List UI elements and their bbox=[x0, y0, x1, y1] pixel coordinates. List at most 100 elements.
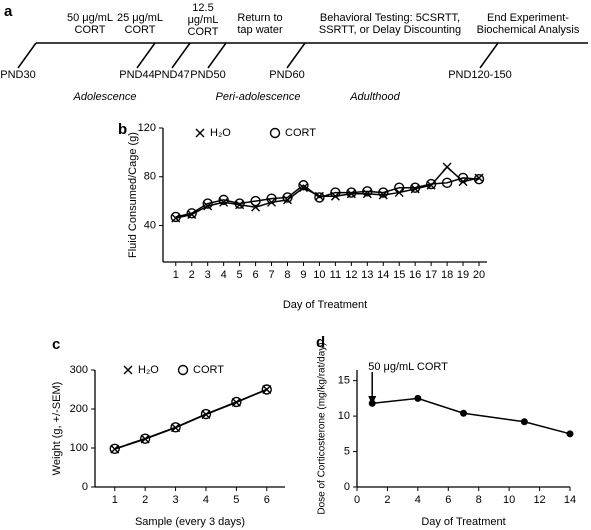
annotation: 50 μg/mL CORT bbox=[368, 361, 448, 373]
marker bbox=[200, 408, 212, 420]
y-tick-label: 10 bbox=[338, 410, 350, 422]
panel-label: a bbox=[4, 3, 13, 20]
x-tick-label: 3 bbox=[205, 269, 211, 281]
legend-label: CORT bbox=[285, 127, 316, 139]
marker bbox=[202, 198, 213, 209]
treatment-label: Biochemical Analysis bbox=[477, 24, 580, 36]
y-tick-label: 120 bbox=[138, 122, 156, 134]
age-label: PND120-150 bbox=[448, 69, 512, 81]
marker-stroke bbox=[298, 183, 308, 193]
y-tick-label: 5 bbox=[344, 445, 350, 457]
treatment-label: 12.5 bbox=[192, 2, 213, 14]
marker bbox=[409, 182, 421, 193]
y-tick-label: 15 bbox=[338, 375, 350, 387]
marker bbox=[266, 193, 277, 204]
x-tick-label: 13 bbox=[361, 269, 373, 281]
panel-label: d bbox=[316, 334, 325, 351]
treatment-label: Behavioral Testing: 5CSRTT, bbox=[320, 12, 460, 24]
timeline-tick bbox=[479, 42, 499, 69]
x-tick-label: 4 bbox=[203, 494, 209, 506]
x-tick-label: 6 bbox=[445, 494, 451, 506]
timeline-tick bbox=[171, 42, 191, 69]
x-tick-label: 16 bbox=[409, 269, 421, 281]
marker bbox=[520, 418, 528, 426]
marker bbox=[269, 127, 281, 139]
y-tick-label: 300 bbox=[70, 364, 88, 376]
x-tick-label: 7 bbox=[268, 269, 274, 281]
marker bbox=[473, 173, 485, 185]
marker-stroke bbox=[219, 197, 229, 207]
treatment-label: 25 μg/mL bbox=[117, 12, 163, 24]
marker-stroke bbox=[195, 128, 205, 138]
treatment-label: End Experiment- bbox=[487, 12, 569, 24]
marker bbox=[234, 198, 245, 209]
x-tick-label: 1 bbox=[112, 494, 118, 506]
series-line bbox=[175, 177, 480, 218]
marker bbox=[314, 192, 325, 203]
marker bbox=[298, 180, 309, 191]
age-label: PND44 bbox=[119, 69, 154, 81]
x-axis-label: Sample (every 3 days) bbox=[135, 516, 245, 528]
marker bbox=[250, 195, 261, 207]
marker bbox=[441, 177, 453, 189]
age-label: PND47 bbox=[154, 69, 189, 81]
timeline-tick bbox=[207, 42, 227, 69]
x-tick-label: 8 bbox=[284, 269, 290, 281]
period-label: Adulthood bbox=[349, 91, 400, 103]
marker-stroke bbox=[267, 197, 277, 207]
x-tick-label: 5 bbox=[237, 269, 243, 281]
x-tick-label: 8 bbox=[476, 494, 482, 506]
marker bbox=[457, 172, 469, 184]
treatment-label: CORT bbox=[75, 24, 106, 36]
treatment-label: CORT bbox=[188, 26, 219, 38]
x-tick-label: 20 bbox=[473, 269, 485, 281]
age-label: PND50 bbox=[190, 69, 225, 81]
marker-stroke bbox=[330, 191, 340, 201]
marker bbox=[139, 433, 151, 444]
period-label: Adolescence bbox=[73, 91, 137, 103]
x-tick-label: 2 bbox=[384, 494, 390, 506]
y-axis-label: Fluid Consumed/Cage (g) bbox=[127, 132, 139, 258]
y-tick-label: 0 bbox=[344, 481, 350, 493]
x-tick-label: 4 bbox=[415, 494, 421, 506]
x-axis-label: Day of Treatment bbox=[283, 299, 367, 311]
marker bbox=[109, 443, 120, 454]
x-tick-label: 2 bbox=[142, 494, 148, 506]
marker bbox=[362, 186, 373, 197]
x-tick-label: 3 bbox=[172, 494, 178, 506]
x-tick-label: 4 bbox=[221, 269, 227, 281]
marker bbox=[442, 162, 452, 172]
treatment-label: SSRTT, or Delay Discounting bbox=[319, 24, 461, 36]
marker bbox=[219, 197, 229, 207]
age-label: PND60 bbox=[269, 69, 304, 81]
marker bbox=[186, 208, 197, 219]
x-tick-label: 14 bbox=[564, 494, 576, 506]
timeline-tick bbox=[136, 42, 156, 69]
legend-label: H₂O bbox=[138, 364, 159, 376]
x-tick-label: 2 bbox=[189, 269, 195, 281]
marker-stroke bbox=[442, 162, 452, 172]
treatment-label: tap water bbox=[237, 24, 283, 36]
x-tick-label: 9 bbox=[300, 269, 306, 281]
x-tick-label: 11 bbox=[330, 269, 341, 281]
x-axis-label: Day of Treatment bbox=[421, 516, 505, 528]
marker-stroke bbox=[123, 365, 133, 375]
series-line bbox=[372, 397, 571, 435]
marker bbox=[261, 384, 272, 395]
y-tick-label: 80 bbox=[144, 171, 156, 183]
y-tick-label: 100 bbox=[70, 442, 88, 454]
marker bbox=[282, 192, 293, 203]
marker bbox=[425, 178, 437, 190]
y-axis-label: Weight (g, +/-SEM) bbox=[51, 382, 63, 476]
y-axis-label: Dose of Corticosterone (mg/kg/rat/day) bbox=[317, 342, 328, 514]
y-tick-label: 200 bbox=[70, 403, 88, 415]
treatment-label: μg/mL bbox=[188, 14, 219, 26]
marker bbox=[195, 128, 205, 138]
x-tick-label: 10 bbox=[313, 269, 325, 281]
panel-label: b bbox=[118, 121, 127, 138]
legend-label: H₂O bbox=[210, 127, 231, 139]
panel-label: c bbox=[52, 336, 60, 353]
marker bbox=[460, 409, 467, 417]
series-line bbox=[175, 165, 480, 219]
x-tick-label: 14 bbox=[377, 269, 389, 281]
